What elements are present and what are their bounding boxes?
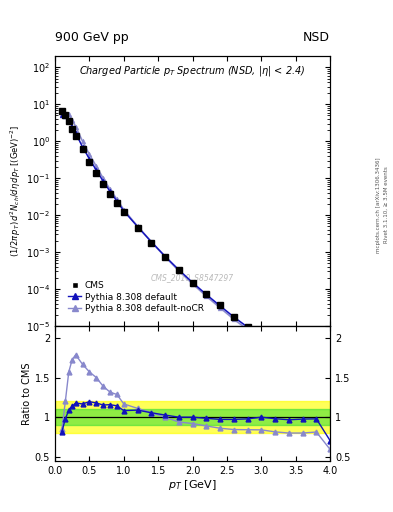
Bar xyxy=(55,401,330,433)
Text: Charged Particle $p_T$ Spectrum (NSD, $|\eta|$ < 2.4): Charged Particle $p_T$ Spectrum (NSD, $|… xyxy=(79,65,306,78)
Legend: CMS, Pythia 8.308 default, Pythia 8.308 default-noCR: CMS, Pythia 8.308 default, Pythia 8.308 … xyxy=(65,278,207,316)
Text: Rivet 3.1.10, ≥ 3.5M events: Rivet 3.1.10, ≥ 3.5M events xyxy=(383,166,388,243)
Y-axis label: $(1/2\pi\,p_T)\,d^2N_{ch}/d\eta\,dp_T\;[(\mathrm{GeV})^{-2}]$: $(1/2\pi\,p_T)\,d^2N_{ch}/d\eta\,dp_T\;[… xyxy=(9,125,23,258)
Y-axis label: Ratio to CMS: Ratio to CMS xyxy=(22,362,32,424)
Text: 900 GeV pp: 900 GeV pp xyxy=(55,31,129,44)
Text: NSD: NSD xyxy=(303,31,330,44)
Text: CMS_2010_S8547297: CMS_2010_S8547297 xyxy=(151,273,234,282)
X-axis label: $p_T$ [GeV]: $p_T$ [GeV] xyxy=(168,478,217,493)
Text: mcplots.cern.ch [arXiv:1306.3436]: mcplots.cern.ch [arXiv:1306.3436] xyxy=(376,157,381,252)
Bar xyxy=(55,409,330,425)
